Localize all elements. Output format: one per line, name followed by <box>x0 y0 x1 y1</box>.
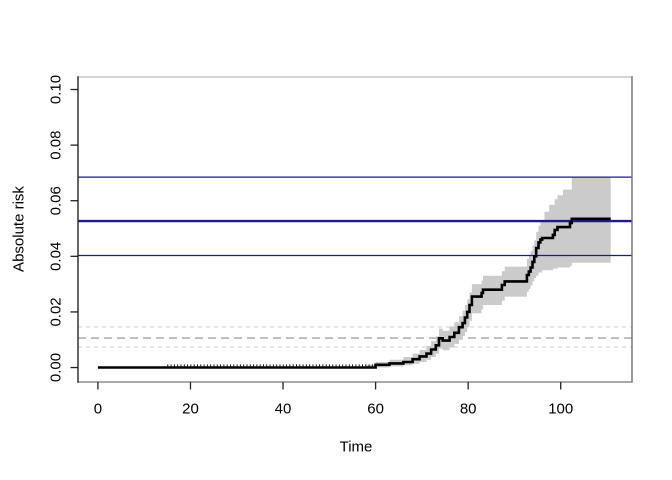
x-tick-label: 60 <box>367 401 384 418</box>
x-tick-label: 40 <box>275 401 292 418</box>
y-tick-label: 0.10 <box>48 75 65 104</box>
y-tick-label: 0.04 <box>48 242 65 271</box>
y-tick-label: 0.02 <box>48 297 65 326</box>
risk-curve <box>97 217 611 369</box>
x-tick-label: 100 <box>548 401 573 418</box>
x-axis-title: Time <box>339 438 373 456</box>
y-tick-label: 0.06 <box>48 186 65 215</box>
x-tick-label: 20 <box>182 401 199 418</box>
y-tick-label: 0.00 <box>48 353 65 382</box>
x-tick-label: 80 <box>460 401 477 418</box>
y-tick-label: 0.08 <box>48 131 65 160</box>
x-tick-label: 0 <box>94 401 102 418</box>
confidence-band <box>366 177 611 368</box>
y-axis-title: Absolute risk <box>10 186 28 272</box>
